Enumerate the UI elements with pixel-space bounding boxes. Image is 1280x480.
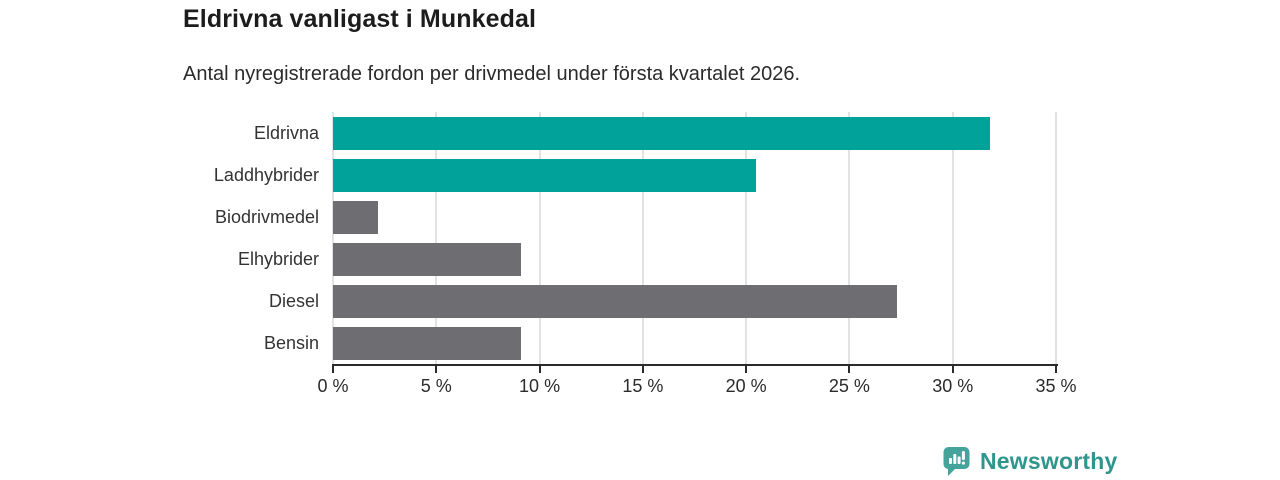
axis-tick-label: 35 % bbox=[1035, 376, 1077, 396]
axis-tick-label: 0 % bbox=[317, 376, 349, 396]
gridline bbox=[848, 112, 851, 365]
gridline bbox=[641, 112, 644, 365]
chart-title: Eldrivna vanligast i Munkedal bbox=[183, 5, 536, 33]
category-label: Bensin bbox=[263, 333, 319, 354]
bar-laddhybrider bbox=[333, 158, 757, 192]
gridline bbox=[435, 112, 438, 365]
newsworthy-logo: Newsworthy bbox=[942, 446, 1117, 476]
category-label: Diesel bbox=[268, 291, 319, 312]
axis-tick bbox=[641, 366, 644, 373]
gridline bbox=[332, 112, 334, 365]
axis-tick-label: 25 % bbox=[828, 376, 870, 396]
gridline bbox=[538, 112, 541, 365]
axis-tick-label: 15 % bbox=[622, 376, 664, 396]
gridline bbox=[951, 112, 954, 365]
category-label: Laddhybrider bbox=[213, 164, 319, 185]
newsworthy-logo-icon bbox=[942, 446, 971, 476]
chart-subtitle: Antal nyregistrerade fordon per drivmede… bbox=[183, 63, 801, 85]
category-label: Elhybrider bbox=[237, 249, 319, 270]
category-label: Biodrivmedel bbox=[214, 206, 319, 227]
newsworthy-logo-text: Newsworthy bbox=[980, 447, 1118, 474]
axis-tick bbox=[745, 366, 748, 373]
axis-tick-label: 30 % bbox=[932, 376, 974, 396]
bar-elhybrider bbox=[333, 243, 521, 277]
axis-tick bbox=[848, 366, 851, 373]
gridline bbox=[1055, 112, 1057, 365]
category-label: Eldrivna bbox=[253, 122, 319, 143]
axis-tick bbox=[435, 366, 438, 373]
bar-diesel bbox=[333, 285, 897, 319]
plot-area: 0 % 5 % 10 % 15 % 20 % 25 % 30 % 35 % bbox=[317, 112, 1077, 396]
axis-tick-label: 20 % bbox=[725, 376, 767, 396]
axis-tick bbox=[332, 366, 334, 373]
gridline bbox=[745, 112, 748, 365]
bar-biodrivmedel bbox=[333, 200, 379, 234]
category-labels: Eldrivna Laddhybrider Biodrivmedel Elhybrid… bbox=[0, 112, 319, 365]
bar-eldrivna bbox=[333, 116, 990, 150]
axis-tick-label: 10 % bbox=[519, 376, 561, 396]
x-axis-line bbox=[332, 364, 1058, 366]
bar-bensin bbox=[333, 327, 521, 361]
axis-tick bbox=[1055, 366, 1057, 373]
axis-tick-label: 5 % bbox=[420, 376, 452, 396]
axis-tick bbox=[951, 366, 954, 373]
axis-tick bbox=[538, 366, 541, 373]
